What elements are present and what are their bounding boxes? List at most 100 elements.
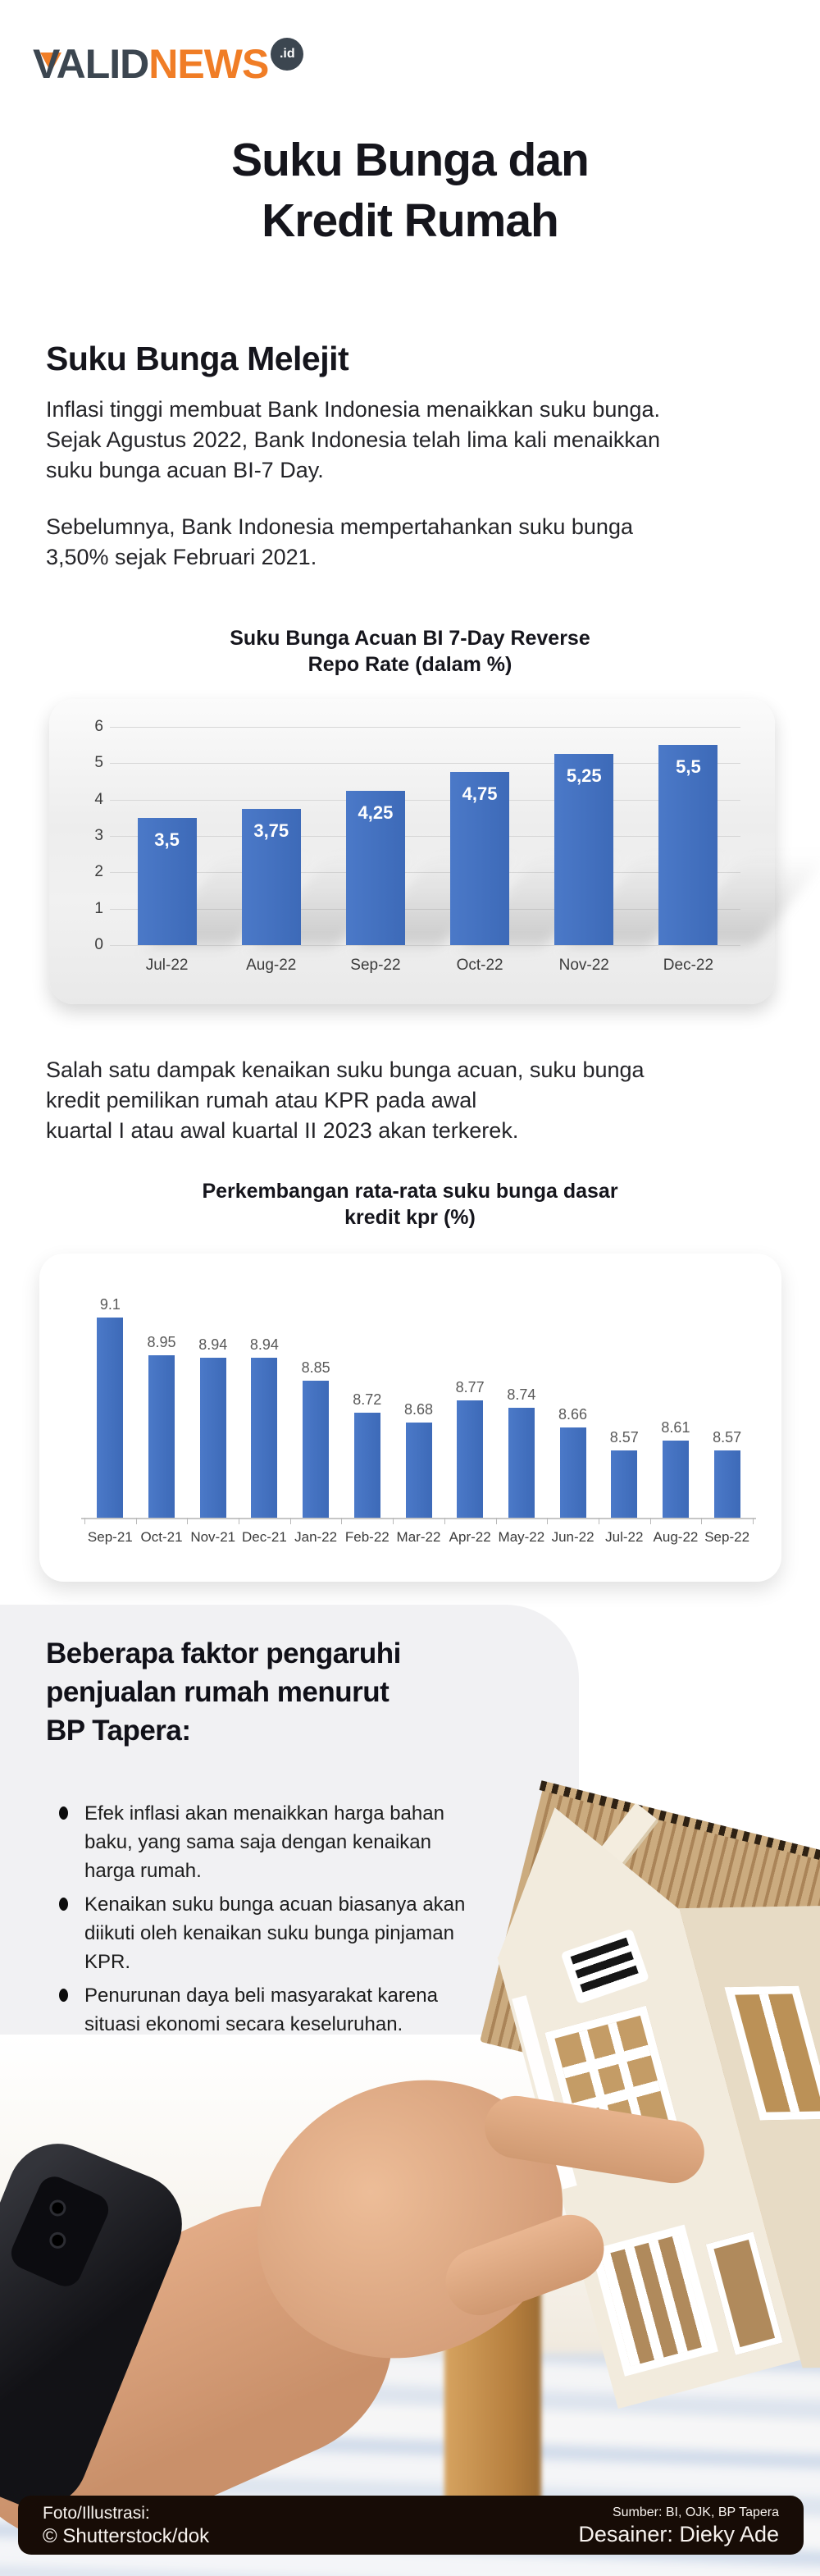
bar-Jul-22 [611,1450,638,1518]
x-tick-label: Nov-22 [558,957,609,974]
text-line: suku bunga acuan BI-7 Day. [46,458,324,482]
x-axis-tick [341,1518,343,1524]
bar-Nov-22 [554,754,614,945]
bar-value-label: 5,5 [676,756,701,778]
bullet-dot-icon [59,1898,68,1911]
factors-bullet-list: Efek inflasi akan menaikkan harga bahan … [59,1799,579,2039]
x-axis-tick [187,1518,189,1524]
bi7-chart-title: Suku Bunga Acuan BI 7-Day Reverse Repo Ra… [0,625,820,678]
designer-credit: Desainer: Dieky Ade [578,2521,779,2546]
y-tick-label: 4 [94,790,103,808]
bi7-rate-chart: 0 1 2 3 4 5 6 3,5 Jul-22 3,75 Aug-22 4,25 Sep-22 4,75… [49,699,820,1004]
x-tick-label: Sep-21 [87,1529,133,1545]
bar-Nov-21 [199,1358,226,1518]
x-tick-label: Nov-21 [190,1529,236,1545]
text-line: Perkembangan rata-rata suku bunga dasar [202,1180,618,1203]
intro-paragraph-1: Inflasi tinggi membuat Bank Indonesia me… [46,395,779,486]
x-tick-label: Aug-22 [246,957,297,974]
bar-Aug-22 [241,808,301,945]
bar-Feb-22 [353,1413,380,1518]
y-tick-label: 6 [94,718,103,735]
text-line: Sebelumnya, Bank Indonesia mempertahanka… [46,514,633,539]
x-axis-tick [393,1518,394,1524]
clasp-hole [50,2232,66,2249]
bar-value-label: 8.85 [301,1359,330,1376]
bar-value-label: 9.1 [99,1296,121,1313]
bar-value-label: 8.95 [147,1334,176,1351]
x-tick-label: Sep-22 [350,957,401,974]
bar-Jul-22 [137,817,197,945]
bar-Dec-21 [251,1358,278,1518]
bar-value-label: 8.57 [609,1428,639,1446]
text-line: Suku Bunga Acuan BI 7-Day Reverse [230,627,590,650]
bar-Oct-22 [450,772,510,945]
x-axis-tick [84,1518,85,1524]
x-axis-tick [289,1518,291,1524]
text-line: penjualan rumah menurut [46,1676,390,1708]
kpr-impact-paragraph: Salah satu dampak kenaikan suku bunga ac… [46,1055,779,1146]
clasp-hole [50,2200,66,2216]
bar-value-label: 8.94 [198,1336,228,1354]
x-axis-tick [753,1518,754,1524]
factors-heading: Beberapa faktor pengaruhi penjualan rumah… [46,1634,579,1750]
bar-value-label: 8.61 [661,1418,690,1436]
bar-value-label: 8.57 [713,1428,742,1446]
bar-value-label: 8.68 [403,1401,433,1418]
x-axis-tick [701,1518,703,1524]
page-title: Suku Bunga dan Kredit Rumah [0,130,820,251]
y-tick-label: 0 [94,936,103,953]
gridline [110,836,740,837]
intro-section: Suku Bunga Melejit Inflasi tinggi membua… [46,340,779,573]
bar-Sep-22 [713,1450,740,1518]
validnews-logo: VALIDNEWS .id [33,38,304,89]
x-tick-label: Mar-22 [396,1529,441,1545]
logo-news: NEWS [148,41,269,87]
bar-May-22 [508,1408,535,1518]
x-axis-tick [495,1518,497,1524]
bar-value-label: 8.94 [249,1336,279,1354]
gridline [110,799,740,801]
bar-value-label: 8.66 [558,1406,588,1423]
factor-text: Penurunan daya beli masyarakat karena si… [84,1985,438,2035]
factor-text: Efek inflasi akan menaikkan harga bahan … [84,1802,444,1882]
bullet-dot-icon [59,1806,68,1820]
bar-value-label: 5,25 [566,765,602,787]
logo-id-badge: .id [271,38,304,71]
page-title-line2: Kredit Rumah [262,194,559,247]
factor-list-item: Penurunan daya beli masyarakat karena si… [59,1981,579,2039]
gridline [110,727,740,728]
intro-heading: Suku Bunga Melejit [46,340,349,377]
x-tick-label: Aug-22 [653,1529,699,1545]
bar-Mar-22 [405,1423,432,1518]
photo-hand-house [0,1723,820,2576]
source-designer-credit: Sumber: BI, OJK, BP Tapera Desainer: Die… [578,2504,779,2547]
lower-window-1 [590,2224,718,2377]
x-tick-label: Jul-22 [605,1529,644,1545]
bar-value-label: 3,5 [154,829,180,850]
x-tick-label: Dec-21 [242,1529,287,1545]
x-tick-label: Jul-22 [145,957,189,974]
factors-panel: Beberapa faktor pengaruhi penjualan rumah… [0,1605,579,2036]
factor-list-item: Efek inflasi akan menaikkan harga bahan … [59,1799,579,1885]
text-line: Repo Rate (dalam %) [308,653,512,676]
bar-value-label: 3,75 [253,820,289,841]
x-tick-label: Jan-22 [294,1529,338,1545]
bar-value-label: 8.77 [455,1378,485,1395]
x-axis-tick [649,1518,651,1524]
bar-Jan-22 [303,1380,330,1518]
page-title-line1: Suku Bunga dan [231,134,590,186]
y-tick-label: 3 [94,827,103,844]
kpr-rate-chart: 9.1 Sep-21 8.95 Oct-21 8.94 Nov-21 8.94 Dec-21 8… [39,1254,781,1582]
factor-text: Kenaikan suku bunga acuan biasanya akan … [84,1893,466,1973]
photo-credit-value: © Shutterstock/dok [43,2524,210,2547]
gridline [110,763,740,765]
intro-paragraph-2: Sebelumnya, Bank Indonesia mempertahanka… [46,512,779,573]
gridline [110,945,740,946]
text-line: Beberapa faktor pengaruhi [46,1637,401,1669]
text-line: BP Tapera: [46,1715,191,1747]
vent-slats [570,1937,640,1996]
side-window-1 [724,1985,820,2121]
y-tick-label: 2 [94,863,103,881]
bar-Sep-21 [97,1318,124,1518]
